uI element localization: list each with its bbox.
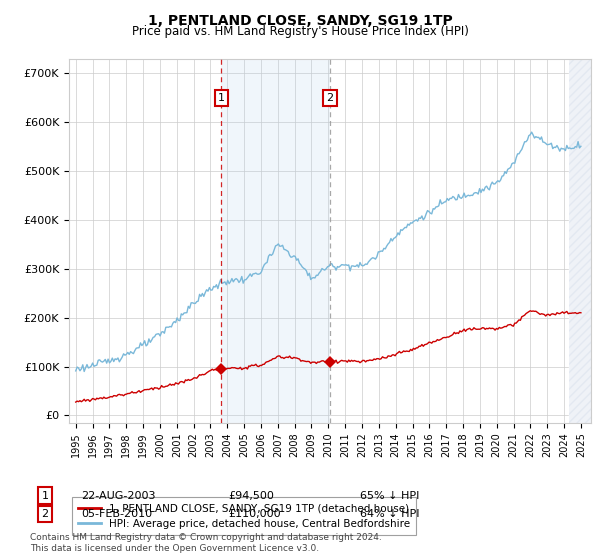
Text: 65% ↓ HPI: 65% ↓ HPI	[360, 491, 419, 501]
Text: 22-AUG-2003: 22-AUG-2003	[81, 491, 155, 501]
Text: 1: 1	[41, 491, 49, 501]
Text: Contains HM Land Registry data © Crown copyright and database right 2024.
This d: Contains HM Land Registry data © Crown c…	[30, 533, 382, 553]
Legend: 1, PENTLAND CLOSE, SANDY, SG19 1TP (detached house), HPI: Average price, detache: 1, PENTLAND CLOSE, SANDY, SG19 1TP (deta…	[71, 497, 416, 535]
Text: £110,000: £110,000	[228, 509, 281, 519]
Bar	[569, 59, 598, 423]
Text: 1: 1	[218, 93, 225, 103]
Text: 2: 2	[326, 93, 334, 103]
Text: 2: 2	[41, 509, 49, 519]
Bar	[569, 59, 598, 423]
Bar	[221, 59, 330, 423]
Text: Price paid vs. HM Land Registry's House Price Index (HPI): Price paid vs. HM Land Registry's House …	[131, 25, 469, 38]
Text: 05-FEB-2010: 05-FEB-2010	[81, 509, 152, 519]
Text: £94,500: £94,500	[228, 491, 274, 501]
Text: 1, PENTLAND CLOSE, SANDY, SG19 1TP: 1, PENTLAND CLOSE, SANDY, SG19 1TP	[148, 14, 452, 28]
Text: 64% ↓ HPI: 64% ↓ HPI	[360, 509, 419, 519]
